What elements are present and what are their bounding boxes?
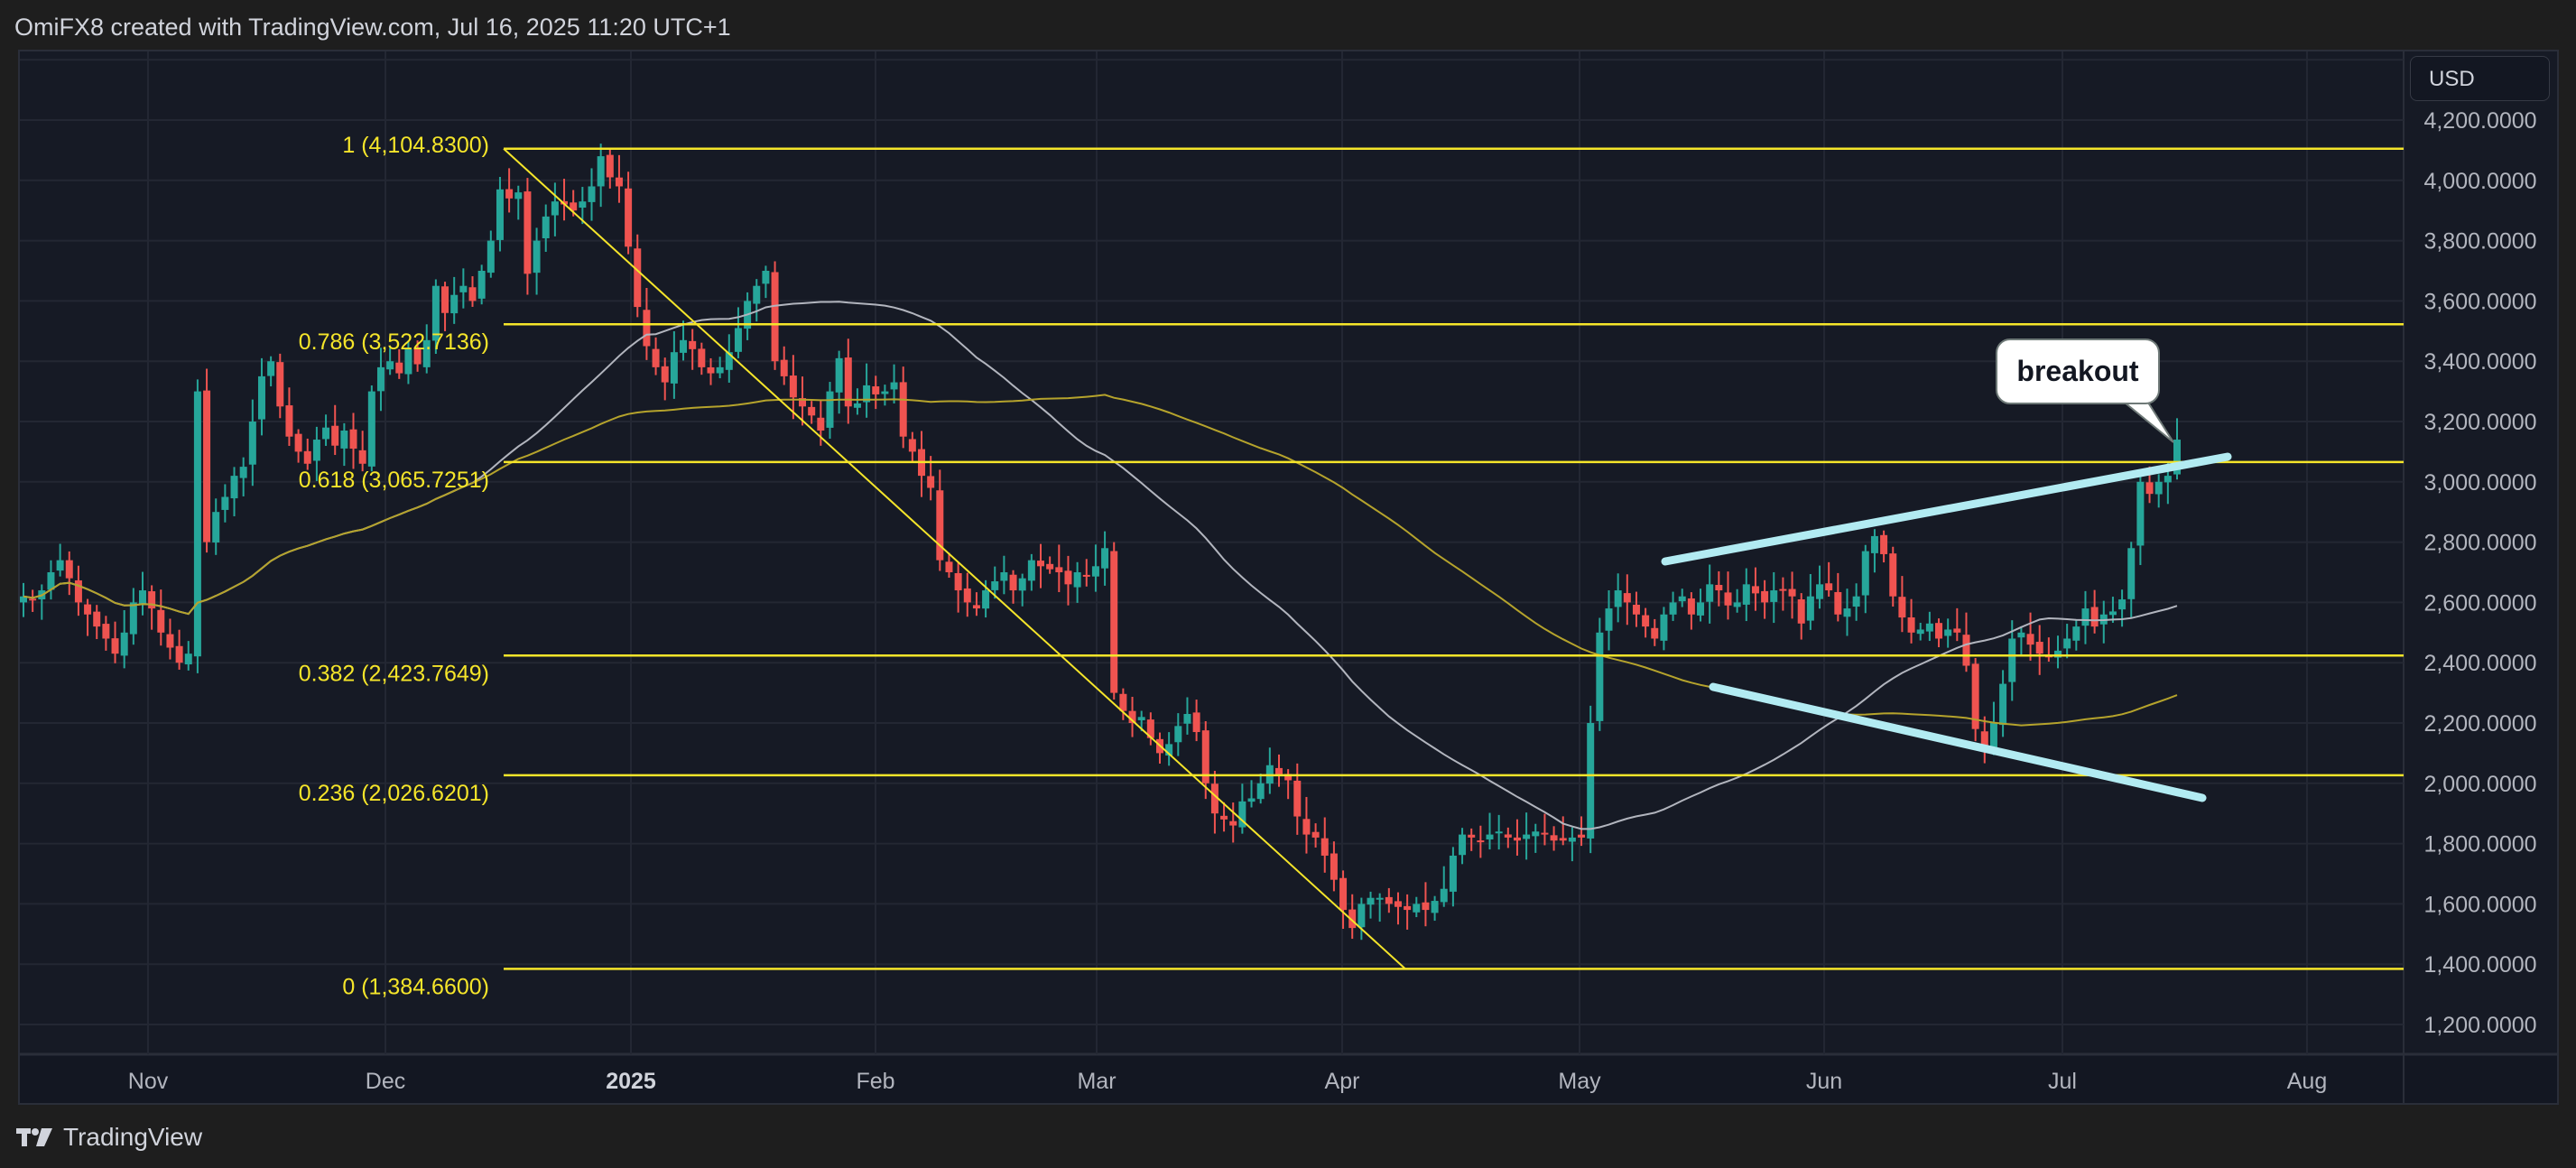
price-tick-label: 1,600.0000 [2423, 892, 2536, 917]
time-tick-label: 2025 [606, 1069, 656, 1094]
fib-level-label: 0.618 (3,065.7251) [299, 468, 489, 493]
candlesticks [20, 144, 2181, 941]
time-axis[interactable] [20, 1054, 2557, 1103]
time-tick-label: Nov [128, 1069, 169, 1094]
tradingview-logo-icon [16, 1128, 52, 1146]
price-tick-label: 1,200.0000 [2423, 1013, 2536, 1038]
price-tick-label: 3,800.0000 [2423, 229, 2536, 255]
price-tick-label: 3,400.0000 [2423, 349, 2536, 375]
price-tick-label: 3,000.0000 [2423, 470, 2536, 496]
fib-level-label: 0.236 (2,026.6201) [299, 781, 489, 806]
plot-area[interactable] [20, 51, 2404, 1054]
fib-level-label: 0.786 (3,522.7136) [299, 329, 489, 355]
time-tick-label: Jul [2048, 1069, 2077, 1094]
price-tick-label: 3,600.0000 [2423, 289, 2536, 314]
price-tick-label: 4,200.0000 [2423, 108, 2536, 134]
price-tick-label: 1,800.0000 [2423, 832, 2536, 857]
fib-level-label: 1 (4,104.8300) [342, 133, 489, 158]
tradingview-brand: TradingView [63, 1123, 203, 1151]
price-tick-label: 2,400.0000 [2423, 651, 2536, 676]
price-axis[interactable] [2404, 51, 2557, 1054]
price-tick-label: 4,000.0000 [2423, 169, 2536, 194]
price-tick-label: 2,000.0000 [2423, 772, 2536, 797]
fib-level-label: 0.382 (2,423.7649) [299, 661, 489, 686]
lower-trendline[interactable] [1709, 682, 2207, 802]
time-tick-label: Mar [1077, 1069, 1116, 1094]
price-tick-label: 2,600.0000 [2423, 590, 2536, 616]
time-tick-label: Dec [366, 1069, 405, 1094]
price-tick-label: 1,400.0000 [2423, 952, 2536, 978]
fib-trend-line [503, 148, 1406, 970]
time-tick-label: Aug [2287, 1069, 2327, 1094]
time-tick-label: Apr [1325, 1069, 1360, 1094]
price-tick-label: 2,200.0000 [2423, 711, 2536, 737]
price-tick-label: 3,200.0000 [2423, 410, 2536, 435]
breakout-callout: breakout [1996, 338, 2160, 404]
chart-attribution-header: OmiFX8 created with TradingView.com, Jul… [14, 14, 731, 41]
upper-trendline[interactable] [1661, 452, 2232, 566]
currency-selector[interactable]: USD [2410, 56, 2550, 101]
time-tick-label: Feb [856, 1069, 894, 1094]
price-tick-label: 2,800.0000 [2423, 531, 2536, 556]
fib-level-label: 0 (1,384.6600) [342, 974, 489, 999]
time-tick-label: May [1558, 1069, 1601, 1094]
time-tick-label: Jun [1806, 1069, 1842, 1094]
tradingview-footer[interactable]: TradingView [16, 1119, 202, 1155]
